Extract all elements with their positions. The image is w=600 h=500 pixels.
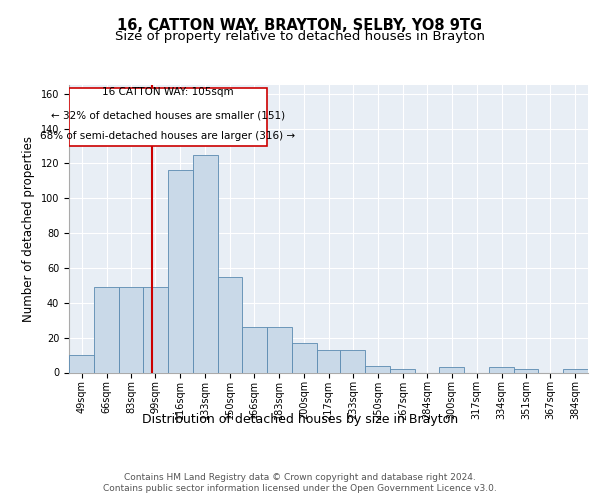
Bar [119,287,143,372]
Bar [563,369,588,372]
Bar [143,287,168,372]
Bar [391,369,415,372]
Bar [193,154,218,372]
Bar [218,276,242,372]
Bar [317,350,340,372]
Text: Distribution of detached houses by size in Brayton: Distribution of detached houses by size … [142,412,458,426]
Text: ← 32% of detached houses are smaller (151): ← 32% of detached houses are smaller (15… [51,110,285,120]
Bar [242,327,266,372]
Text: Contains HM Land Registry data © Crown copyright and database right 2024.: Contains HM Land Registry data © Crown c… [124,472,476,482]
Bar [292,343,317,372]
Bar [69,355,94,372]
Bar [365,366,391,372]
Bar [340,350,365,372]
Bar [439,368,464,372]
Bar [489,368,514,372]
Bar [514,369,538,372]
Text: 16 CATTON WAY: 105sqm: 16 CATTON WAY: 105sqm [102,88,233,98]
Text: Contains public sector information licensed under the Open Government Licence v3: Contains public sector information licen… [103,484,497,493]
Bar [94,287,119,372]
Text: 16, CATTON WAY, BRAYTON, SELBY, YO8 9TG: 16, CATTON WAY, BRAYTON, SELBY, YO8 9TG [118,18,482,32]
Text: Size of property relative to detached houses in Brayton: Size of property relative to detached ho… [115,30,485,43]
Bar [168,170,193,372]
Bar [69,88,266,146]
Bar [266,327,292,372]
Text: 68% of semi-detached houses are larger (316) →: 68% of semi-detached houses are larger (… [40,132,295,141]
Y-axis label: Number of detached properties: Number of detached properties [22,136,35,322]
